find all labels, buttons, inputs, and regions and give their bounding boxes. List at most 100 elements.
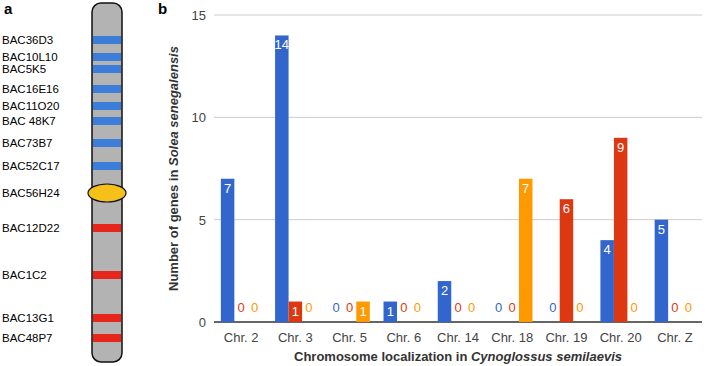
bar — [356, 302, 370, 322]
bar — [560, 199, 574, 322]
bac-label: BAC12D22 — [2, 222, 60, 234]
bac-band — [93, 53, 121, 61]
bar — [289, 302, 303, 322]
bar — [411, 322, 425, 323]
y-tick-label: 15 — [192, 8, 206, 23]
y-tick-label: 5 — [199, 213, 206, 228]
bac-label: BAC11O20 — [2, 100, 59, 112]
bar — [248, 322, 262, 323]
data-label: 0 — [576, 300, 583, 315]
bac-band — [93, 334, 121, 342]
data-label: 0 — [454, 300, 461, 315]
bac-band — [93, 117, 121, 125]
data-label: 4 — [604, 242, 611, 257]
data-label: 6 — [563, 201, 570, 216]
bar — [451, 322, 465, 323]
bac-label: BAC1C2 — [2, 269, 47, 281]
data-label: 0 — [685, 300, 692, 315]
bac-label: BAC16E16 — [2, 83, 59, 95]
data-label: 0 — [400, 300, 407, 315]
data-label: 0 — [631, 300, 638, 315]
axis-title-species: Cynoglossus semilaevis — [471, 349, 622, 364]
bac-band — [93, 36, 121, 44]
data-label: 7 — [224, 181, 231, 196]
bar — [234, 322, 248, 323]
data-label: 0 — [468, 300, 475, 315]
bar — [492, 322, 506, 323]
bar — [275, 35, 289, 322]
data-labels: 7140120045010000690001007000 — [224, 37, 692, 318]
data-label: 0 — [495, 300, 502, 315]
bac-band — [93, 314, 121, 322]
bac-band — [93, 139, 121, 147]
bar — [682, 322, 696, 323]
data-label: 0 — [671, 300, 678, 315]
bar — [573, 322, 587, 323]
bac-band — [93, 162, 121, 170]
bac-label: BAC 48K7 — [2, 115, 56, 127]
bac-band — [93, 85, 121, 93]
y-tick-label: 10 — [192, 110, 206, 125]
bar — [438, 281, 452, 322]
bar — [384, 302, 398, 322]
data-label: 0 — [509, 300, 516, 315]
data-label: 14 — [275, 37, 289, 52]
x-tick-label: Chr. 3 — [278, 330, 313, 345]
bar — [627, 322, 641, 323]
x-tick-label: Chr. 2 — [224, 330, 259, 345]
data-label: 1 — [292, 304, 299, 319]
x-tick-label: Chr. 20 — [600, 330, 642, 345]
bar — [505, 322, 519, 323]
data-label: 2 — [441, 283, 448, 298]
data-label: 1 — [387, 304, 394, 319]
axis-title-species: Solea senegalensis — [166, 46, 181, 166]
bar — [343, 322, 357, 323]
x-tick-label: Chr. 19 — [545, 330, 587, 345]
x-tick-label: Chr. 6 — [386, 330, 421, 345]
data-label: 0 — [305, 300, 312, 315]
bac-label: BAC13G1 — [2, 312, 54, 324]
axis-title-part: Chromosome localization in — [294, 349, 471, 364]
y-tick-label: 0 — [199, 315, 206, 330]
data-label: 0 — [332, 300, 339, 315]
data-label: 0 — [549, 300, 556, 315]
bac-band — [93, 65, 121, 73]
data-label: 0 — [251, 300, 258, 315]
bac-band — [93, 102, 121, 110]
x-tick-label: Chr. 18 — [491, 330, 533, 345]
x-tick-label: Chr. 14 — [437, 330, 479, 345]
grid-line — [214, 15, 702, 16]
x-tick-label: Chr. Z — [657, 330, 692, 345]
bac-label: BAC56H24 — [2, 187, 60, 199]
bar — [600, 240, 614, 322]
panel-label: b — [158, 0, 167, 17]
bar — [668, 322, 682, 323]
bac-band — [93, 271, 121, 279]
panel-label: a — [4, 0, 13, 17]
x-axis-title: Chromosome localization in Cynoglossus s… — [294, 349, 622, 364]
bars — [221, 35, 668, 322]
chromosome — [92, 3, 122, 362]
data-label: 0 — [237, 300, 244, 315]
data-label: 0 — [414, 300, 421, 315]
bar — [546, 322, 560, 323]
bac-label: BAC52C17 — [2, 160, 60, 172]
figure: aBAC36D3BAC10L10BAC5K5BAC16E16BAC11O20BA… — [0, 0, 708, 366]
bar — [329, 322, 343, 323]
bac-label: BAC5K5 — [2, 63, 46, 75]
bar — [465, 322, 479, 323]
bar — [302, 322, 316, 323]
bac-band — [93, 224, 121, 232]
data-label: 0 — [346, 300, 353, 315]
bar — [655, 220, 669, 322]
y-axis-title: Number of genes in Solea senegalensis — [166, 46, 181, 291]
data-label: 1 — [359, 304, 366, 319]
bac-label: BAC48P7 — [2, 332, 53, 344]
data-label: 7 — [522, 181, 529, 196]
x-tick-label: Chr. 5 — [332, 330, 367, 345]
axis-title-part: Number of genes in — [166, 166, 181, 291]
data-label: 5 — [658, 222, 665, 237]
bac-label: BAC73B7 — [2, 137, 53, 149]
bac-label: BAC10L10 — [2, 51, 58, 63]
bar — [519, 179, 533, 322]
